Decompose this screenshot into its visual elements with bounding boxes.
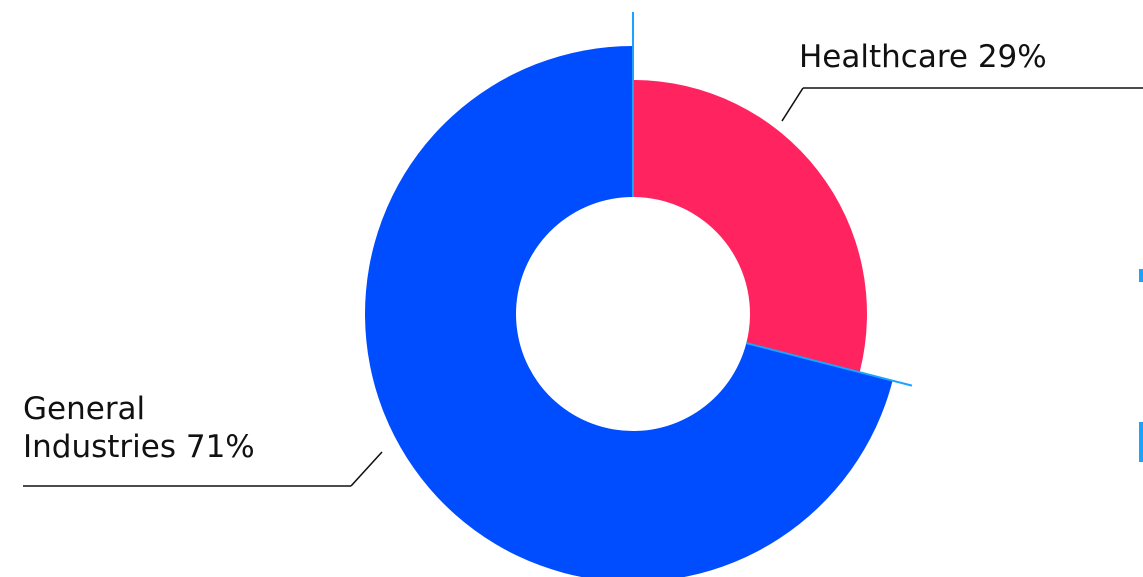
slice-general-industries xyxy=(364,46,893,577)
edge-decoration xyxy=(1139,269,1143,462)
healthcare-label: Healthcare 29% xyxy=(799,39,1047,75)
general-industries-label-line-1: General xyxy=(23,391,145,427)
edge-tick-lower xyxy=(1139,422,1143,462)
slice-divider-right xyxy=(746,342,913,387)
general-industries-leader-line-diagonal xyxy=(350,451,383,487)
general-industries-label: General Industries 71% xyxy=(23,391,255,465)
general-industries-label-line-2: Industries 71% xyxy=(23,429,255,465)
slice-healthcare xyxy=(633,80,867,373)
donut-slices xyxy=(364,46,893,577)
healthcare-leader-line xyxy=(781,87,804,122)
edge-tick-upper xyxy=(1139,269,1143,282)
